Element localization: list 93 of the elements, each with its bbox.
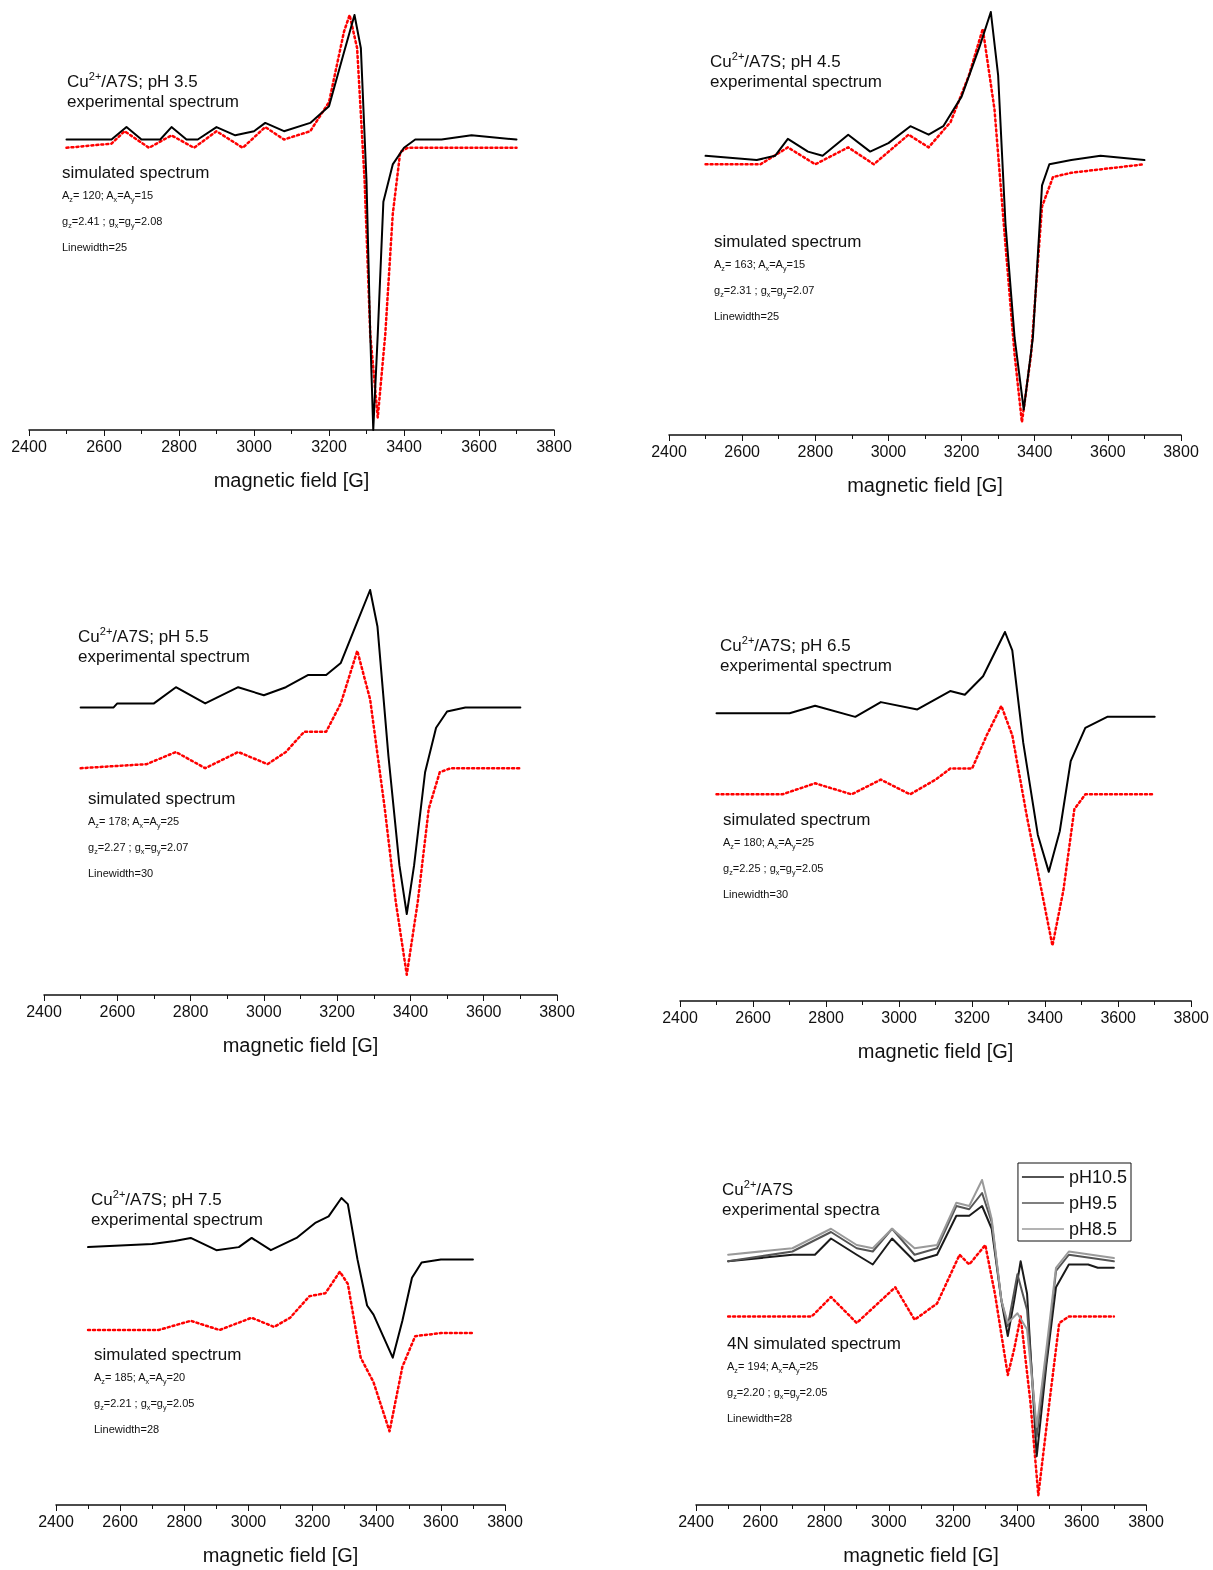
x-tick-label: 3000: [230, 1512, 267, 1530]
annotation: experimental spectrum: [78, 647, 250, 667]
annotation: Linewidth=25: [62, 241, 128, 254]
x-tick-label: 3400: [386, 437, 422, 455]
x-tick-label: 3200: [943, 442, 980, 460]
x-tick-label: 3000: [246, 1002, 282, 1020]
x-tick-label: 3600: [465, 1002, 502, 1020]
x-tick-label: 3800: [1173, 1008, 1210, 1026]
x-tick-label: 2600: [724, 442, 761, 460]
x-tick-label: 3200: [319, 1002, 356, 1020]
x-tick-label: 3400: [1027, 1008, 1064, 1026]
x-axis-title: magnetic field [G]: [847, 474, 1003, 496]
annotation: simulated spectrum: [714, 232, 862, 252]
x-tick-label: 3400: [358, 1512, 395, 1530]
annotation: Linewidth=28: [94, 1423, 160, 1436]
x-tick-label: 3800: [487, 1512, 523, 1530]
x-tick-label: 3600: [1063, 1512, 1100, 1530]
x-tick-label: 2400: [651, 442, 687, 460]
annotation: Cu$^{2+}$/A7S; pH 3.5: [67, 70, 198, 92]
annotation: A$_{z}$= 194; A$_{x}$=A$_{y}$=25: [727, 1360, 819, 1376]
x-tick-label: 2800: [166, 1512, 203, 1530]
x-tick-label: 3000: [871, 1512, 907, 1530]
x-tick-label: 3600: [1100, 1008, 1137, 1026]
x-tick-label: 3800: [1163, 442, 1199, 460]
x-tick-label: 2400: [662, 1008, 698, 1026]
x-tick-label: 3000: [236, 437, 272, 455]
annotation: g$_{z}$=2.21 ; g$_{x}$=g$_{y}$=2.05: [94, 1397, 195, 1413]
annotation: Linewidth=28: [727, 1412, 793, 1425]
x-tick-label: 3600: [423, 1512, 459, 1530]
annotation: g$_{z}$=2.31 ; g$_{x}$=g$_{y}$=2.07: [714, 284, 815, 300]
x-tick-label: 2400: [38, 1512, 74, 1530]
x-axis-title: magnetic field [G]: [857, 1040, 1014, 1062]
annotation: Linewidth=30: [723, 888, 789, 901]
x-tick-label: 3200: [294, 1512, 331, 1530]
annotation: A$_{z}$= 185; A$_{x}$=A$_{y}$=20: [94, 1371, 186, 1387]
x-tick-label: 3200: [935, 1512, 972, 1530]
x-tick-label: 2600: [735, 1008, 771, 1026]
x-axis-title: magnetic field [G]: [213, 469, 370, 491]
annotation: experimental spectrum: [91, 1210, 263, 1230]
x-tick-label: 3000: [870, 442, 907, 460]
x-tick-label: 3200: [311, 437, 347, 455]
legend-label: pH9.5: [1068, 1193, 1117, 1213]
x-tick-label: 2800: [161, 437, 197, 455]
annotation: 4N simulated spectrum: [727, 1334, 901, 1354]
x-tick-label: 2600: [742, 1512, 779, 1530]
x-tick-label: 2800: [797, 442, 834, 460]
x-tick-label: 3400: [999, 1512, 1036, 1530]
annotation: Linewidth=30: [88, 867, 154, 880]
x-tick-label: 3800: [1128, 1512, 1164, 1530]
x-axis-title: magnetic field [G]: [202, 1544, 359, 1566]
x-tick-label: 2800: [808, 1008, 844, 1026]
x-tick-label: 3600: [1090, 442, 1126, 460]
annotation: experimental spectrum: [710, 72, 882, 92]
x-tick-label: 2800: [172, 1002, 209, 1020]
x-tick-label: 2400: [678, 1512, 714, 1530]
annotation: simulated spectrum: [88, 789, 236, 809]
x-axis-title: magnetic field [G]: [222, 1034, 379, 1056]
x-tick-label: 2600: [86, 437, 122, 455]
x-tick-label: 3800: [539, 1002, 575, 1020]
x-tick-label: 3000: [881, 1008, 917, 1026]
x-tick-label: 2400: [11, 437, 47, 455]
x-tick-label: 2600: [102, 1512, 139, 1530]
legend-label: pH10.5: [1068, 1167, 1127, 1187]
annotation: simulated spectrum: [723, 810, 871, 830]
annotation: A$_{z}$= 180; A$_{x}$=A$_{y}$=25: [723, 836, 815, 852]
annotation: g$_{z}$=2.27 ; g$_{x}$=g$_{y}$=2.07: [88, 841, 189, 857]
annotation: simulated spectrum: [62, 163, 210, 183]
annotation: Cu$^{2+}$/A7S; pH 4.5: [710, 50, 841, 72]
legend-label: pH8.5: [1068, 1219, 1117, 1239]
annotation: Cu$^{2+}$/A7S; pH 6.5: [720, 634, 851, 656]
annotation: A$_{z}$= 120; A$_{x}$=A$_{y}$=15: [62, 189, 154, 205]
annotation: g$_{z}$=2.41 ; g$_{x}$=g$_{y}$=2.08: [62, 215, 163, 231]
annotation: A$_{z}$= 163; A$_{x}$=A$_{y}$=15: [714, 258, 806, 274]
x-tick-label: 3400: [392, 1002, 429, 1020]
annotation: experimental spectrum: [720, 656, 892, 676]
annotation: experimental spectrum: [67, 92, 239, 112]
annotation: Cu$^{2+}$/A7S; pH 7.5: [91, 1188, 222, 1210]
annotation: experimental spectra: [722, 1200, 880, 1220]
x-tick-label: 3400: [1016, 442, 1053, 460]
annotation: Cu$^{2+}$/A7S: [722, 1178, 794, 1200]
annotation: simulated spectrum: [94, 1345, 242, 1365]
annotation: g$_{z}$=2.20 ; g$_{x}$=g$_{y}$=2.05: [727, 1386, 828, 1402]
x-tick-label: 3200: [954, 1008, 991, 1026]
annotation: g$_{z}$=2.25 ; g$_{x}$=g$_{y}$=2.05: [723, 862, 824, 878]
x-tick-label: 2600: [99, 1002, 136, 1020]
x-tick-label: 2800: [806, 1512, 843, 1530]
x-axis-title: magnetic field [G]: [843, 1544, 999, 1566]
x-tick-label: 2400: [26, 1002, 62, 1020]
annotation: Cu$^{2+}$/A7S; pH 5.5: [78, 625, 209, 647]
x-tick-label: 3800: [536, 437, 572, 455]
annotation: A$_{z}$= 178; A$_{x}$=A$_{y}$=25: [88, 815, 180, 831]
annotation: Linewidth=25: [714, 310, 780, 323]
x-tick-label: 3600: [461, 437, 497, 455]
